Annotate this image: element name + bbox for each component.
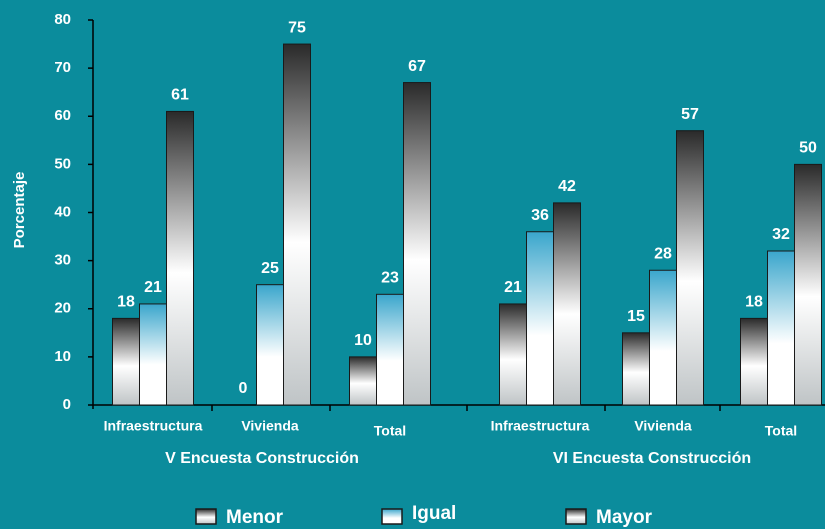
y-tick-label: 50 — [54, 155, 71, 172]
bar — [526, 231, 554, 406]
bar — [553, 202, 581, 406]
value-label: 25 — [261, 260, 279, 277]
bar — [740, 317, 768, 406]
bar — [256, 284, 284, 406]
value-label: 23 — [381, 270, 399, 287]
x-tick-label: Total — [374, 423, 406, 439]
bar — [139, 303, 167, 406]
y-tick-label: 30 — [54, 252, 71, 269]
value-label: 67 — [408, 58, 426, 75]
y-tick-label: 10 — [54, 348, 71, 365]
value-label: 28 — [654, 245, 672, 262]
legend-swatch — [195, 508, 217, 525]
legend-label: Igual — [412, 503, 456, 524]
bar — [794, 163, 822, 406]
bar — [649, 269, 677, 406]
value-label: 61 — [171, 87, 189, 104]
value-label: 42 — [558, 178, 576, 195]
legend-label: Menor — [226, 507, 284, 528]
x-tick-label: Vivienda — [634, 418, 692, 434]
x-tick-label: Total — [765, 423, 797, 439]
y-tick-label: 60 — [54, 107, 71, 124]
value-label: 36 — [531, 207, 549, 224]
legend-swatch — [565, 508, 587, 525]
value-label: 18 — [745, 294, 763, 311]
y-tick-label: 80 — [54, 11, 71, 28]
y-axis-label: Porcentaje — [11, 172, 28, 249]
value-label: 15 — [627, 308, 645, 325]
value-label: 21 — [144, 279, 162, 296]
x-tick-label: Vivienda — [241, 418, 299, 434]
value-label: 21 — [504, 279, 522, 296]
value-label: 57 — [681, 106, 699, 123]
bar — [676, 130, 704, 406]
bar — [403, 82, 431, 406]
value-label: 10 — [354, 332, 372, 349]
x-tick-label: Infraestructura — [104, 418, 203, 434]
value-label: 32 — [772, 226, 790, 243]
bar — [283, 43, 311, 406]
group-label: VI Encuesta Construcción — [553, 450, 751, 467]
bar — [349, 356, 377, 406]
y-tick-label: 20 — [54, 300, 71, 317]
legend-label: Mayor — [596, 507, 653, 528]
bar — [767, 250, 795, 406]
bar — [166, 110, 194, 406]
value-label: 0 — [239, 380, 248, 397]
bar — [112, 317, 140, 406]
group-label: V Encuesta Construcción — [165, 450, 359, 467]
bar — [622, 332, 650, 406]
value-label: 18 — [117, 294, 135, 311]
value-label: 75 — [288, 19, 306, 36]
y-tick-label: 70 — [54, 59, 71, 76]
bar — [376, 293, 404, 406]
x-tick-label: Infraestructura — [491, 418, 590, 434]
y-tick-label: 40 — [54, 203, 71, 220]
value-label: 50 — [799, 140, 817, 157]
bar — [499, 303, 527, 406]
legend-swatch — [381, 508, 403, 525]
y-tick-label: 0 — [63, 396, 71, 413]
